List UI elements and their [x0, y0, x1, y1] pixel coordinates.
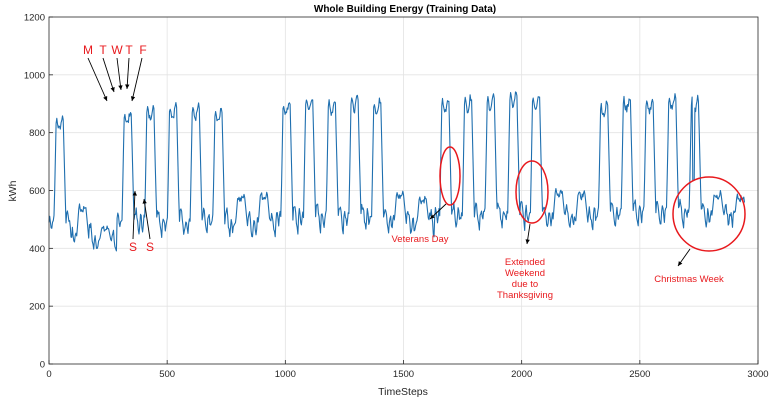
x-tick-label: 3000 — [747, 369, 768, 380]
arrow-saturday-head — [132, 191, 137, 196]
annotation-thursday: T — [125, 43, 133, 57]
x-axis-label: TimeSteps — [378, 386, 428, 398]
data-series — [48, 91, 746, 252]
annotation-extended: Extended — [505, 257, 545, 268]
arrow-friday — [131, 57, 143, 102]
annotation-monday: M — [83, 43, 93, 57]
arrow-friday-head — [130, 96, 136, 101]
arrow-thursday-head — [125, 84, 130, 89]
annotation-due-to: due to — [512, 279, 538, 290]
x-tick-label: 2000 — [511, 369, 532, 380]
arrow-christmas-week-head — [678, 261, 683, 266]
x-tick-label: 2500 — [629, 369, 650, 380]
y-tick-label: 1000 — [24, 70, 45, 81]
annotation-christmas-week: Christmas Week — [654, 274, 724, 285]
x-tick-label: 500 — [159, 369, 175, 380]
arrow-thursday — [126, 57, 130, 90]
y-tick-label: 600 — [29, 186, 45, 197]
arrow-wednesday — [116, 57, 122, 91]
x-ticks: 0 500 1000 1500 2000 2500 3000 — [46, 360, 769, 380]
christmas-week-circle — [672, 176, 746, 252]
annotation-weekend: Weekend — [505, 268, 545, 279]
x-tick-label: 1500 — [393, 369, 414, 380]
arrow-tuesday — [102, 57, 115, 93]
grid — [49, 17, 758, 364]
arrow-saturday — [132, 190, 136, 240]
y-tick-label: 1200 — [24, 13, 45, 24]
annotation-veterans-day: Veterans Day — [391, 234, 448, 245]
arrow-monday-head — [103, 96, 108, 101]
annotation-tuesday: T — [99, 43, 107, 57]
arrow-veterans-day-head — [430, 214, 435, 219]
arrow-thanksgiving-head — [525, 239, 530, 244]
annotation-saturday: S — [129, 240, 137, 254]
y-tick-label: 0 — [40, 360, 45, 371]
energy-series-line — [48, 91, 746, 252]
y-tick-label: 400 — [29, 244, 45, 255]
x-tick-label: 0 — [46, 369, 51, 380]
arrow-sunday-head — [142, 199, 147, 204]
y-tick-label: 800 — [29, 128, 45, 139]
annotation-thanksgiving: Thanksgiving — [497, 290, 553, 301]
annotation-sunday: S — [146, 240, 154, 254]
arrow-wednesday-head — [118, 85, 123, 90]
y-axis-label: kWh — [7, 180, 19, 201]
veterans-day-circle — [439, 146, 461, 206]
arrow-tuesday-head — [110, 87, 115, 92]
y-ticks: 0 200 400 600 800 1000 1200 — [24, 13, 53, 371]
chart-title: Whole Building Energy (Training Data) — [314, 4, 496, 15]
y-tick-label: 200 — [29, 302, 45, 313]
arrow-monday — [87, 57, 108, 102]
annotation-wednesday: W — [111, 43, 123, 57]
thanksgiving-circle — [515, 160, 549, 224]
arrow-sunday — [143, 198, 151, 240]
annotation-friday: F — [139, 43, 146, 57]
x-tick-label: 1000 — [275, 369, 296, 380]
